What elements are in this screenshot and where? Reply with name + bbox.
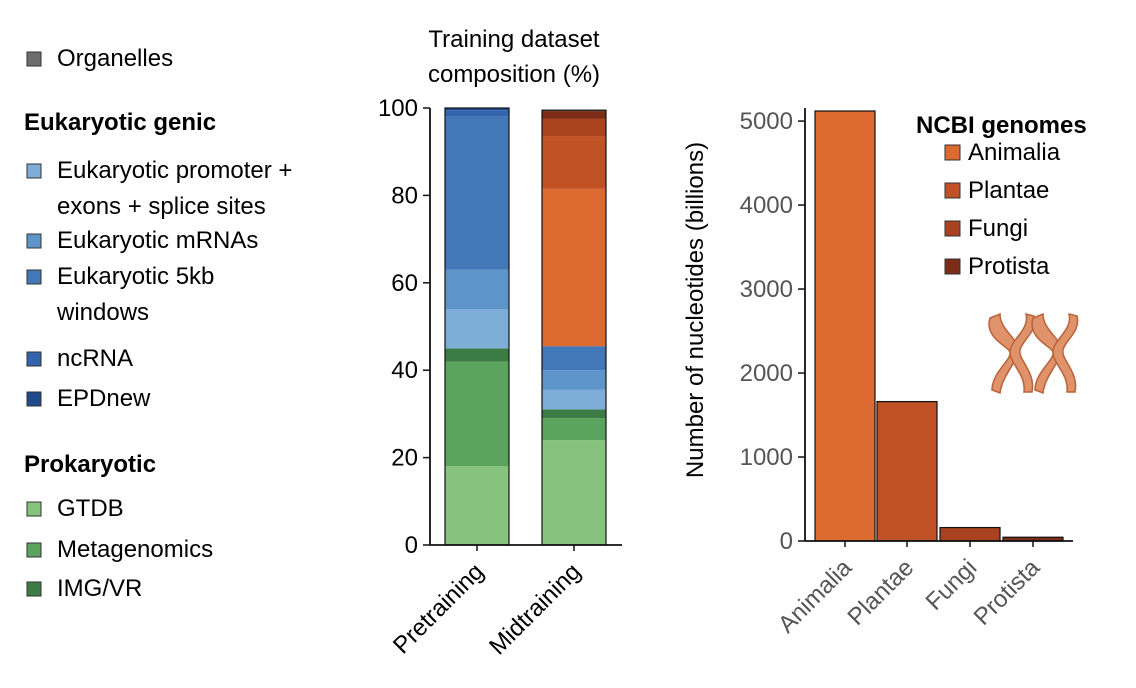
ncbi-legend-title: NCBI genomes [916, 112, 1087, 139]
ncbi-x-tick-label: Animalia [773, 554, 858, 639]
legend-swatch [26, 233, 42, 249]
stack-segment-midtraining-eukaryotic-mrnas [542, 370, 606, 390]
stack-segment-pretraining-gtdb [445, 466, 509, 545]
legend-group-heading: Eukaryotic genic [24, 109, 216, 136]
ncbi-legend-label: Animalia [968, 139, 1061, 166]
stack-segment-midtraining-img-vr [542, 409, 606, 419]
legend-label: ncRNA [57, 345, 133, 372]
legend-label: Eukaryotic promoter + [57, 157, 292, 184]
legend-label: Metagenomics [57, 536, 213, 563]
stack-segment-midtraining-eukaryotic-5kb-windows [542, 346, 606, 371]
ncbi-y-tick-label: 1000 [740, 444, 793, 471]
ncbi-legend-label: Plantae [968, 177, 1049, 204]
ncbi-legend-swatch [944, 182, 961, 199]
legend-group-heading: Prokaryotic [24, 451, 156, 478]
legend-label: IMG/VR [57, 575, 142, 602]
stack-y-tick-label: 40 [391, 357, 418, 384]
stack-segment-pretraining-epdnew [445, 108, 509, 111]
stack-y-tick-label: 20 [391, 445, 418, 472]
chromatid [1009, 312, 1036, 393]
legend-swatch [26, 501, 42, 517]
ncbi-legend-swatch [944, 258, 961, 275]
stack-segment-midtraining-plantae [542, 136, 606, 189]
legend-swatch [26, 351, 42, 367]
legend-swatch [26, 163, 42, 179]
stack-segment-midtraining-protista [542, 111, 606, 119]
legend-label: windows [56, 299, 149, 326]
ncbi-y-tick-label: 5000 [740, 108, 793, 135]
ncbi-legend-swatch [944, 144, 961, 161]
stack-y-tick-label: 80 [391, 182, 418, 209]
ncbi-bar-plantae [876, 400, 938, 542]
ncbi-legend-label: Protista [968, 253, 1050, 280]
legend-label: exons + splice sites [57, 193, 266, 220]
ncbi-bar-animalia [814, 110, 876, 542]
stack-segment-pretraining-ncrna [445, 110, 509, 117]
stack-title-line-2: composition (%) [428, 61, 600, 88]
stack-segment-midtraining-metagenomics [542, 418, 606, 441]
ncbi-x-tick-label: Plantae [843, 554, 920, 631]
stack-x-tick-label: Midtraining [484, 558, 586, 660]
stack-segment-midtraining-gtdb [542, 440, 606, 545]
chromosome-icon [988, 312, 1079, 395]
ncbi-bar-chart: Number of nucleotides (billions) Animali… [682, 108, 1087, 638]
ncbi-x-tick-label: Protista [969, 554, 1046, 631]
stack-segment-pretraining-eukaryotic-5kb-windows [445, 116, 509, 270]
legend-swatch [26, 542, 42, 558]
legend-swatch [26, 51, 42, 67]
left-legend: Organelles Eukaryotic genic Eukaryotic pro… [24, 45, 292, 602]
stack-segment-pretraining-eukaryotic-promoter-exons-splice-sites [445, 309, 509, 349]
legend-label: Eukaryotic 5kb [57, 263, 214, 290]
stack-segment-pretraining-img-vr [445, 348, 509, 362]
stack-segment-midtraining-animalia [542, 188, 606, 347]
ncbi-y-tick-label: 4000 [740, 192, 793, 219]
ncbi-legend-swatch [944, 220, 961, 237]
stack-x-tick-label: Pretraining [388, 558, 489, 659]
legend-swatch [26, 391, 42, 407]
ncbi-bar-fungi [939, 526, 1001, 542]
legend-swatch [26, 269, 42, 285]
stack-segment-midtraining-fungi [542, 118, 606, 137]
stack-segment-midtraining-eukaryotic-promoter-exons-splice-sites [542, 389, 606, 410]
stack-y-tick-label: 100 [378, 95, 418, 122]
stack-title-line-1: Training dataset [428, 26, 600, 53]
stack-y-tick-label: 60 [391, 270, 418, 297]
ncbi-legend: NCBI genomes Animalia Plantae Fungi Protist… [916, 112, 1087, 280]
ncbi-y-tick-label: 2000 [740, 360, 793, 387]
stacked-bar-chart: Training dataset composition (%) Pretrai… [378, 26, 622, 660]
legend-label: Organelles [57, 45, 173, 72]
legend-swatch [26, 581, 42, 597]
ncbi-legend-label: Fungi [968, 215, 1028, 242]
stack-y-tick-label: 0 [405, 532, 418, 559]
legend-label: Eukaryotic mRNAs [57, 227, 258, 254]
chromatid [1031, 312, 1062, 395]
ncbi-y-tick-label: 0 [780, 528, 793, 555]
legend-label: EPDnew [57, 385, 151, 412]
ncbi-y-tick-label: 3000 [740, 276, 793, 303]
chromatid [1052, 312, 1079, 393]
ncbi-y-axis-label: Number of nucleotides (billions) [682, 142, 709, 478]
stack-segment-pretraining-metagenomics [445, 361, 509, 467]
legend-label: GTDB [57, 495, 124, 522]
stack-segment-pretraining-eukaryotic-mrnas [445, 269, 509, 310]
chromatid [988, 312, 1019, 395]
